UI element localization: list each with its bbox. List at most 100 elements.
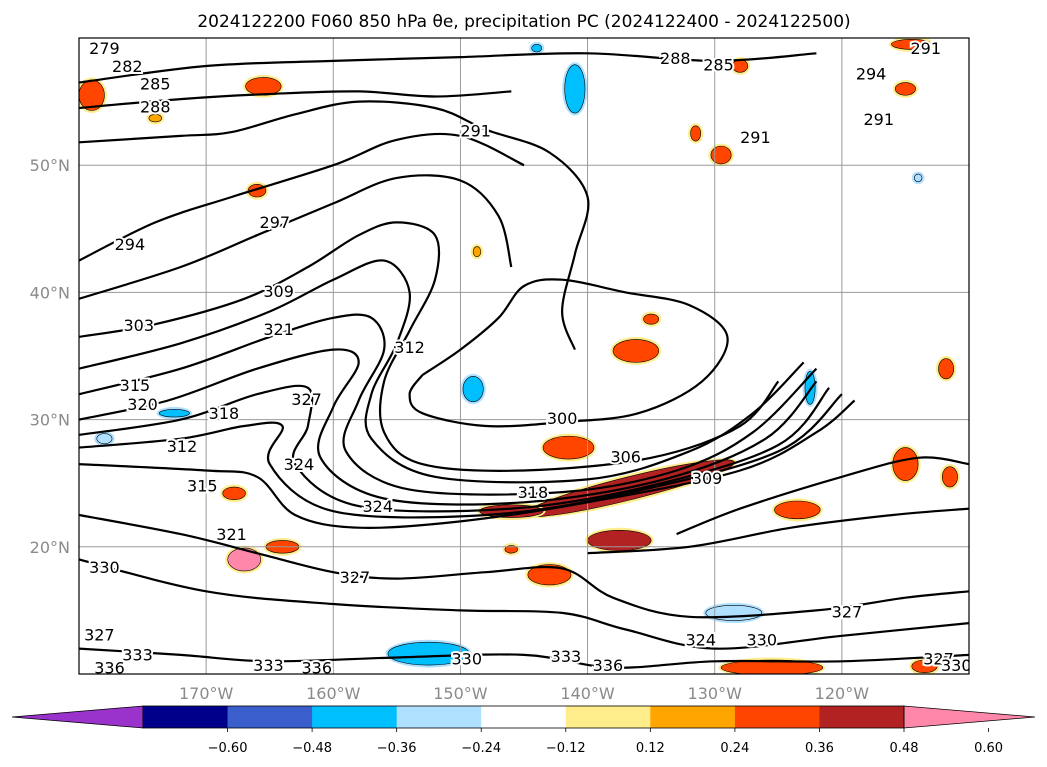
precip-region [79, 77, 107, 113]
precip-region-core [894, 82, 916, 96]
precip-region-core [245, 77, 282, 96]
precip-region-core [612, 339, 660, 363]
contour-line [79, 558, 969, 650]
x-tick-label: 160°W [306, 684, 361, 703]
precip-region [220, 484, 249, 503]
precip-region [243, 74, 284, 98]
precip-region [708, 143, 734, 167]
colorbar-bin [650, 706, 736, 728]
precip-region-core [914, 173, 923, 183]
precip-region-core [732, 59, 749, 73]
contour-label: 303 [123, 316, 154, 335]
contour-line [79, 221, 780, 472]
precip-region [890, 445, 921, 484]
colorbar-tick-label: 0.36 [805, 741, 834, 756]
precip-region [909, 657, 940, 674]
precip-region [703, 602, 765, 624]
contour-label: 312 [394, 338, 425, 357]
precip-region [771, 498, 823, 522]
contour-label: 285 [703, 55, 734, 74]
contour-line [79, 399, 856, 529]
contour-label: 330 [452, 650, 483, 669]
contour-line [79, 52, 817, 84]
precip-region-core [148, 114, 162, 123]
colorbar-extend-low [11, 705, 144, 729]
precip-region [610, 336, 662, 365]
precip-region-core [587, 529, 652, 551]
contour-label: 315 [120, 376, 151, 395]
contour-label: 291 [863, 110, 894, 129]
y-tick-label: 30°N [30, 411, 70, 430]
contour-label: 333 [253, 656, 284, 675]
precip-region-core [690, 125, 702, 142]
precip-region-core [96, 433, 113, 445]
precip-region-core [710, 145, 732, 165]
contour-label: 333 [122, 646, 153, 665]
contour-label: 291 [910, 39, 941, 58]
x-tick-label: 130°W [688, 684, 743, 703]
x-tick-label: 150°W [433, 684, 488, 703]
contour-label: 320 [127, 395, 158, 414]
contour-label: 324 [363, 497, 394, 516]
contour-line [79, 647, 969, 669]
chart-title: 2024122200 F060 850 hPa θe, precipitatio… [197, 12, 850, 32]
contour-label: 306 [610, 447, 641, 466]
contour-label: 327 [291, 390, 322, 409]
precip-region [730, 57, 751, 75]
contour-label: 279 [89, 39, 120, 58]
contour-label: 282 [112, 57, 143, 76]
colorbar-bin [481, 706, 567, 728]
precip-region [688, 123, 704, 144]
contour-label: 333 [551, 647, 582, 666]
contour-line [79, 393, 843, 519]
y-tick-label: 50°N [30, 156, 70, 175]
precip-region-core [891, 38, 933, 50]
contour-label: 327 [832, 602, 863, 621]
y-tick-label: 20°N [30, 538, 70, 557]
contour-label: 312 [167, 437, 198, 456]
contour-label: 297 [260, 213, 291, 232]
contour-label: 327 [340, 568, 371, 587]
precip-region [529, 41, 545, 55]
precip-region-core [911, 659, 938, 674]
colorbar-bin [312, 706, 398, 728]
precip-region-core [705, 605, 763, 621]
precip-region [470, 244, 484, 260]
precip-region-core [227, 547, 262, 572]
contour-line [79, 348, 818, 506]
contour-line [408, 278, 729, 428]
precip-region [562, 62, 588, 116]
contour-label: 321 [263, 320, 294, 339]
contour-line [79, 513, 969, 619]
precip-region-core [938, 358, 955, 380]
colorbar-bin [396, 706, 482, 728]
contour-label: 336 [301, 658, 332, 677]
contour-label: 309 [263, 282, 294, 301]
x-tick-label: 120°W [815, 684, 870, 703]
contour-label: 291 [740, 128, 771, 147]
colorbar-bin [143, 706, 229, 728]
map-frame [78, 37, 970, 675]
contour-label: 288 [660, 49, 691, 68]
precip-region [585, 527, 654, 554]
precip-region [892, 80, 919, 98]
contour-label: 294 [115, 235, 146, 254]
contour-label: 324 [284, 455, 315, 474]
contour-line [79, 313, 818, 496]
colorbar-bin [734, 706, 820, 728]
colorbar-tick-label: 0.60 [974, 741, 1003, 756]
precip-region [525, 562, 574, 588]
precip-region-core [527, 564, 572, 586]
contour-label: 288 [140, 97, 171, 116]
precip-region-core [222, 486, 246, 501]
precip-region-core [941, 466, 958, 488]
contour-label: 330 [746, 630, 777, 649]
contour-label: 330 [941, 656, 972, 675]
contour-labels: 2792822852882912912912912942852882942973… [82, 38, 972, 677]
y-axis-ticks: 20°N 30°N 40°N 50°N [30, 156, 70, 557]
x-tick-label: 170°W [179, 684, 234, 703]
precip-region-core [531, 44, 543, 53]
precip-region [94, 431, 115, 447]
contour-label: 321 [216, 525, 247, 544]
